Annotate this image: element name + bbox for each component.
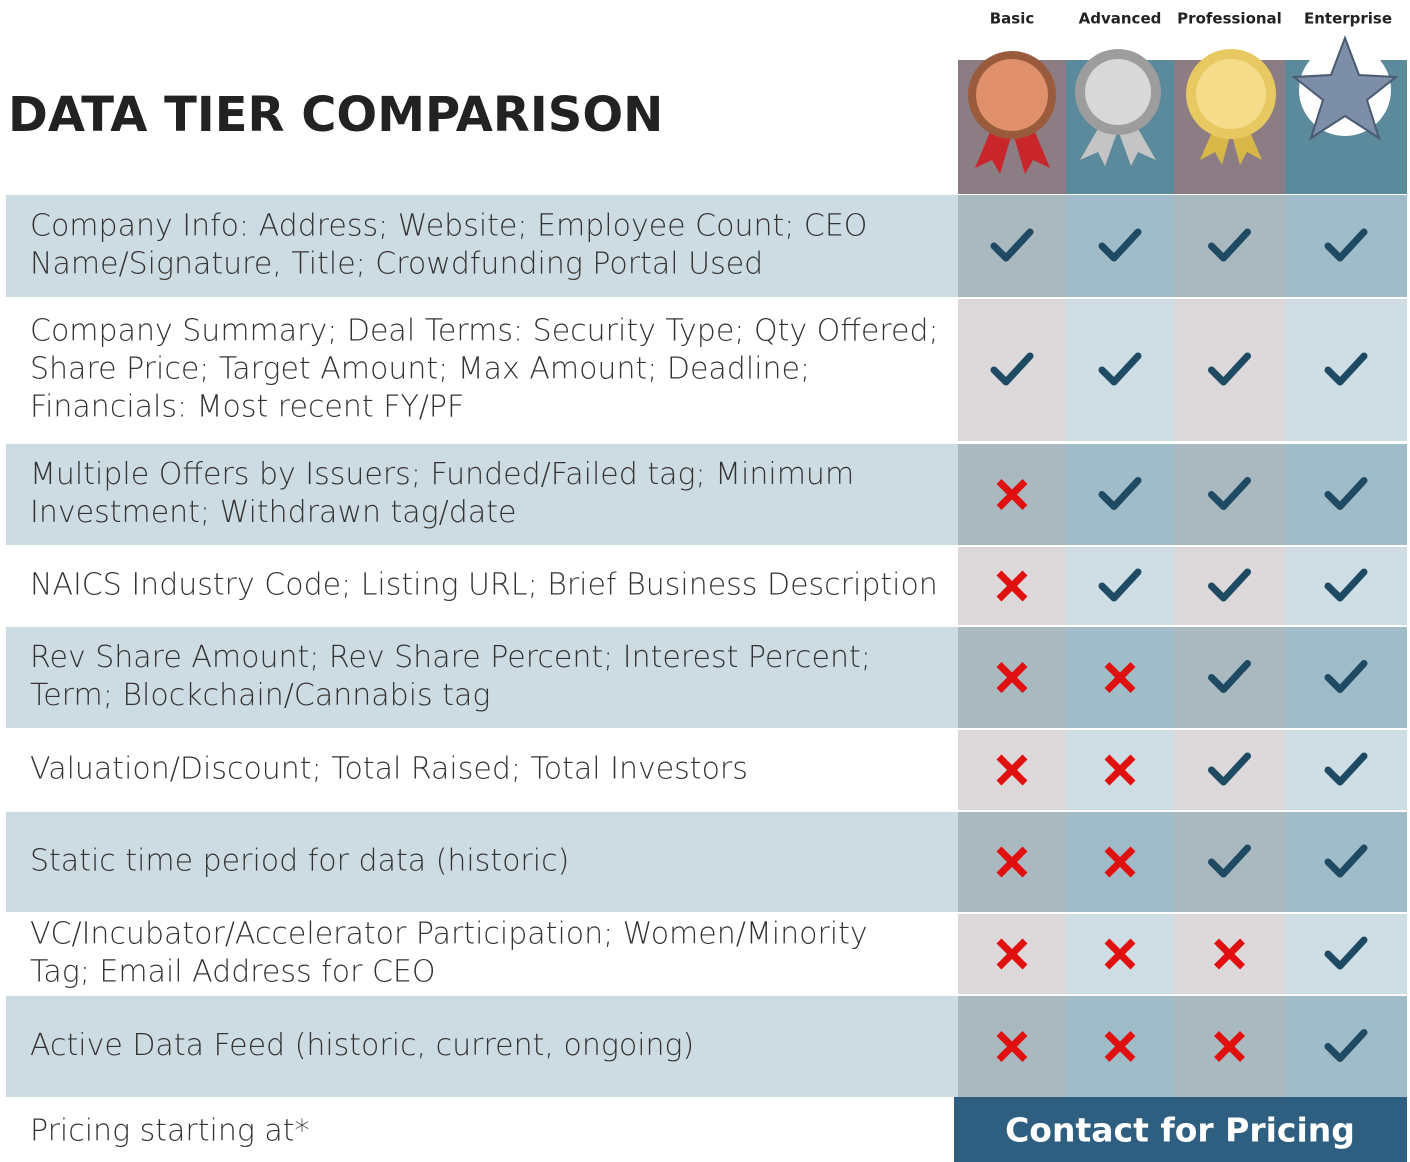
row-background bbox=[6, 444, 958, 545]
row-label: Valuation/Discount; Total Raised; Total … bbox=[30, 752, 748, 787]
cross-icon bbox=[996, 570, 1028, 602]
row-label: NAICS Industry Code; Listing URL; Brief … bbox=[30, 568, 938, 603]
check-icon bbox=[1208, 752, 1251, 786]
row-label: Static time period for data (historic) bbox=[30, 844, 569, 879]
row-background bbox=[6, 812, 958, 912]
row-label: Share Price; Target Amount; Max Amount; … bbox=[30, 352, 810, 387]
check-icon bbox=[1208, 228, 1251, 262]
check-icon bbox=[990, 228, 1034, 262]
cross-icon bbox=[1104, 938, 1136, 970]
cell bbox=[1285, 299, 1407, 441]
check-icon bbox=[1098, 568, 1142, 602]
row-label: Name/Signature, Title; Crowdfunding Port… bbox=[30, 247, 763, 282]
cell bbox=[1174, 627, 1285, 728]
check-icon bbox=[1098, 477, 1142, 510]
check-icon bbox=[1324, 936, 1368, 970]
cross-icon bbox=[1104, 662, 1136, 693]
cross-icon bbox=[996, 662, 1028, 693]
page-title: DATA TIER COMPARISON bbox=[8, 87, 663, 143]
check-icon bbox=[1324, 752, 1368, 786]
row-label: Active Data Feed (historic, current, ong… bbox=[30, 1028, 694, 1063]
row-background bbox=[6, 996, 958, 1097]
cell bbox=[1285, 914, 1407, 994]
cell bbox=[1174, 730, 1285, 810]
tier-name: Professional bbox=[1177, 10, 1282, 28]
row-label: Investment; Withdrawn tag/date bbox=[30, 495, 516, 530]
cell bbox=[958, 299, 1066, 441]
row-background bbox=[6, 730, 958, 810]
cell bbox=[1285, 996, 1407, 1097]
row-label: Term; Blockchain/Cannabis tag bbox=[30, 678, 490, 713]
cross-icon bbox=[996, 846, 1028, 878]
check-icon bbox=[1324, 352, 1368, 386]
check-icon bbox=[1098, 228, 1142, 262]
cross-icon bbox=[996, 1031, 1028, 1062]
medal-bronze bbox=[968, 51, 1056, 174]
cross-icon bbox=[1214, 1031, 1245, 1062]
check-icon bbox=[1324, 1029, 1368, 1062]
check-icon bbox=[1208, 568, 1251, 602]
row-label: Rev Share Amount; Rev Share Percent; Int… bbox=[30, 640, 871, 675]
check-icon bbox=[1324, 568, 1368, 602]
check-icon bbox=[1324, 660, 1368, 693]
cell bbox=[1174, 299, 1285, 441]
row-label: Tag; Email Address for CEO bbox=[30, 955, 435, 990]
row-label: Company Info: Address; Website; Employee… bbox=[30, 209, 867, 244]
cell bbox=[1285, 812, 1407, 912]
cell bbox=[1174, 195, 1285, 297]
row-background bbox=[6, 299, 958, 441]
row-background bbox=[6, 547, 958, 625]
cell bbox=[958, 195, 1066, 297]
row-background bbox=[6, 195, 958, 297]
cell bbox=[1285, 627, 1407, 728]
row-label: Company Summary; Deal Terms: Security Ty… bbox=[30, 314, 939, 349]
tier-name: Basic bbox=[990, 10, 1035, 28]
check-icon bbox=[1208, 352, 1251, 386]
cross-icon bbox=[1104, 754, 1136, 786]
row-label: VC/Incubator/Accelerator Participation; … bbox=[30, 917, 868, 952]
pricing-button-label[interactable]: Contact for Pricing bbox=[1005, 1111, 1355, 1150]
cell bbox=[1174, 812, 1285, 912]
cell bbox=[1066, 299, 1174, 441]
cell bbox=[1285, 730, 1407, 810]
cross-icon bbox=[1104, 846, 1136, 878]
cell bbox=[1285, 444, 1407, 545]
cell bbox=[1285, 195, 1407, 297]
medal-silver bbox=[1075, 49, 1161, 166]
medal-gold bbox=[1186, 49, 1276, 165]
row-background bbox=[6, 627, 958, 728]
cross-icon bbox=[996, 938, 1028, 970]
cell bbox=[1066, 547, 1174, 625]
pricing-button[interactable] bbox=[954, 1097, 1407, 1162]
row-label: Multiple Offers by Issuers; Funded/Faile… bbox=[30, 457, 854, 492]
check-icon bbox=[1324, 477, 1368, 510]
check-icon bbox=[1208, 660, 1251, 693]
row-background bbox=[6, 914, 958, 994]
cross-icon bbox=[1104, 1031, 1136, 1062]
cell bbox=[1174, 444, 1285, 545]
star-enterprise bbox=[1291, 35, 1399, 141]
cell bbox=[1174, 547, 1285, 625]
check-icon bbox=[1324, 844, 1368, 878]
check-icon bbox=[1098, 352, 1142, 386]
check-icon bbox=[1208, 844, 1251, 878]
row-label: Financials: Most recent FY/PF bbox=[30, 390, 464, 425]
cross-icon bbox=[996, 479, 1028, 510]
cell bbox=[1066, 444, 1174, 545]
pricing-label: Pricing starting at* bbox=[30, 1114, 310, 1149]
cross-icon bbox=[1214, 938, 1245, 970]
tier-name: Enterprise bbox=[1304, 10, 1392, 28]
cross-icon bbox=[996, 754, 1028, 786]
check-icon bbox=[990, 352, 1034, 386]
check-icon bbox=[1324, 228, 1368, 262]
check-icon bbox=[1208, 477, 1251, 510]
cell bbox=[1066, 195, 1174, 297]
cell bbox=[1285, 547, 1407, 625]
tier-name: Advanced bbox=[1079, 10, 1162, 28]
